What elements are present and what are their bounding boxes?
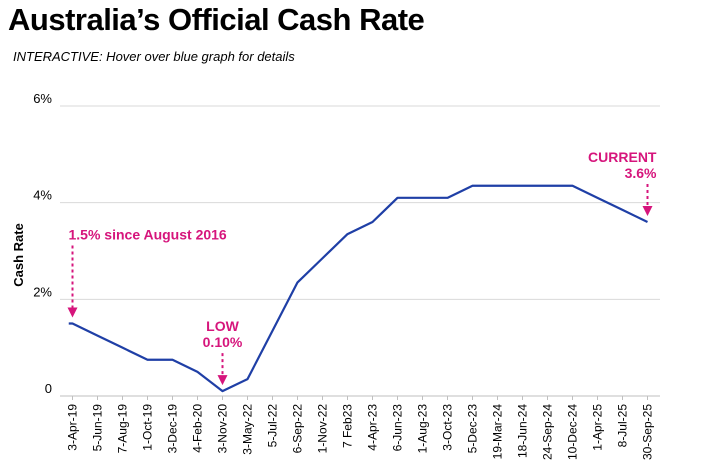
annotation-label: CURRENT — [588, 149, 657, 165]
chart-title: Australia’s Official Cash Rate — [8, 2, 425, 37]
x-axis-ticks: 3-Apr-19 5-Jun-19 7-Aug-19 1-Oct-19 3-Dec-19… — [66, 396, 655, 460]
x-tick-label: 7 Feb23 — [341, 404, 355, 448]
data-point[interactable] — [95, 333, 101, 339]
x-tick-label: 19-Mar-24 — [491, 404, 505, 460]
x-tick-label: 1-Nov-22 — [316, 404, 330, 454]
annotation-arrowhead — [67, 307, 78, 318]
data-point[interactable] — [420, 195, 426, 201]
annotation-arrowhead — [217, 375, 228, 386]
data-point[interactable] — [345, 231, 351, 237]
x-tick-label: 10-Dec-24 — [566, 404, 580, 460]
x-tick-label: 1-Apr-25 — [591, 404, 605, 451]
x-tick-label: 3-Apr-19 — [66, 404, 80, 451]
x-tick-label: 4-Feb-20 — [191, 404, 205, 453]
data-point[interactable] — [120, 345, 126, 351]
y-tick-label: 4% — [33, 188, 52, 203]
annotation-label: 0.10% — [203, 334, 243, 350]
data-point[interactable] — [295, 279, 301, 285]
y-tick-label: 0 — [45, 381, 52, 396]
data-point[interactable] — [495, 183, 501, 189]
data-point[interactable] — [470, 183, 476, 189]
y-tick-label: 2% — [33, 284, 52, 299]
data-point[interactable] — [270, 328, 276, 334]
x-tick-label: 1-Oct-19 — [141, 404, 155, 451]
data-point[interactable] — [645, 219, 651, 225]
data-point[interactable] — [195, 369, 201, 375]
x-tick-label: 5-Dec-23 — [466, 404, 480, 454]
data-point[interactable] — [445, 195, 451, 201]
x-tick-label: 3-Nov-20 — [216, 404, 230, 454]
annotation-label: 1.5% since August 2016 — [69, 227, 227, 243]
series-layer[interactable] — [68, 183, 651, 394]
x-tick-label: 4-Apr-23 — [366, 404, 380, 451]
data-point[interactable] — [220, 388, 226, 394]
y-axis-label: Cash Rate — [11, 223, 26, 287]
x-tick-label: 3-May-22 — [241, 404, 255, 455]
annotation-label: LOW — [206, 318, 239, 334]
x-tick-label: 8-Jul-25 — [616, 404, 630, 448]
cash-rate-line[interactable] — [68, 184, 648, 393]
annotation-label: 3.6% — [625, 165, 657, 181]
data-point[interactable] — [170, 357, 176, 363]
x-tick-label: 6-Sep-22 — [291, 404, 305, 454]
x-tick-label: 5-Jun-19 — [91, 404, 105, 452]
data-point[interactable] — [320, 255, 326, 261]
x-tick-label: 7-Aug-19 — [116, 404, 130, 454]
x-tick-label: 18-Jun-24 — [516, 404, 530, 458]
x-tick-label: 30-Sep-25 — [641, 404, 655, 460]
data-point[interactable] — [395, 195, 401, 201]
x-tick-label: 3-Dec-19 — [166, 404, 180, 454]
data-point[interactable] — [520, 183, 526, 189]
x-tick-label: 24-Sep-24 — [541, 404, 555, 460]
y-axis-ticks: 0 2% 4% 6% — [33, 91, 52, 396]
gridlines — [60, 105, 660, 397]
data-point[interactable] — [70, 321, 76, 327]
data-point[interactable] — [545, 183, 551, 189]
annotation-arrowhead — [642, 206, 653, 216]
data-point[interactable] — [145, 357, 151, 363]
x-tick-label: 1-Aug-23 — [416, 404, 430, 454]
data-point[interactable] — [620, 207, 626, 213]
x-tick-label: 6-Jun-23 — [391, 404, 405, 452]
data-point[interactable] — [595, 195, 601, 201]
data-point[interactable] — [570, 183, 576, 189]
y-tick-label: 6% — [33, 91, 52, 106]
data-point[interactable] — [245, 376, 251, 382]
chart-subtitle: INTERACTIVE: Hover over blue graph for d… — [13, 49, 295, 64]
data-point[interactable] — [370, 219, 376, 225]
x-tick-label: 5-Jul-22 — [266, 404, 280, 448]
x-tick-label: 3-Oct-23 — [441, 404, 455, 451]
